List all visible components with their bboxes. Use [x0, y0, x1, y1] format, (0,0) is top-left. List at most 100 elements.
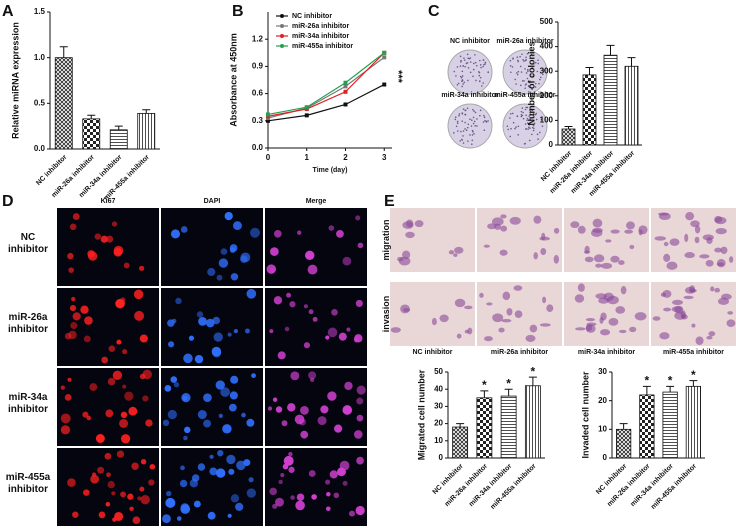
error-bar [142, 109, 151, 114]
colony [474, 61, 477, 64]
cell [574, 294, 585, 303]
error-bar [480, 390, 489, 398]
cell [514, 310, 523, 318]
colony [462, 83, 464, 85]
nucleus [94, 233, 102, 240]
nucleus [228, 403, 237, 412]
nucleus [308, 309, 314, 315]
cell [500, 214, 507, 219]
colony [472, 116, 475, 119]
cell [634, 312, 647, 321]
nucleus [357, 242, 364, 249]
point [343, 102, 348, 107]
nucleus [180, 503, 190, 512]
nucleus [283, 455, 294, 466]
legend-marker [280, 44, 284, 48]
nucleus [123, 262, 130, 269]
point [343, 84, 348, 89]
colony [461, 80, 463, 83]
nucleus [229, 391, 238, 400]
colony [458, 114, 460, 117]
y-tick-label: 100 [540, 116, 554, 125]
y-tick-label: 0.5 [34, 98, 46, 107]
cell [654, 236, 667, 241]
nucleus [233, 329, 239, 334]
nucleus [170, 229, 181, 239]
cell [652, 316, 661, 321]
colony [472, 62, 475, 65]
nucleus [325, 335, 330, 340]
colony [509, 64, 512, 67]
nucleus [320, 405, 329, 414]
nucleus [70, 322, 78, 330]
colony [528, 139, 531, 142]
cell [715, 228, 727, 235]
y-axis-label: Migrated cell number [416, 369, 426, 460]
nucleus [173, 381, 180, 388]
error-bar [114, 125, 123, 130]
colony [516, 115, 519, 118]
cell [539, 323, 551, 327]
colony [471, 143, 473, 145]
nucleus [107, 377, 116, 386]
cell [615, 306, 626, 314]
nucleus [317, 416, 327, 426]
colony [476, 125, 478, 127]
nucleus [167, 409, 177, 420]
cell [402, 221, 414, 229]
nucleus [325, 506, 331, 512]
significance: * [506, 376, 511, 390]
nucleus [233, 221, 242, 231]
nucleus [139, 486, 145, 492]
nucleus [227, 513, 232, 518]
colony [455, 75, 457, 77]
colony [525, 56, 527, 59]
colony [528, 115, 530, 117]
nucleus [198, 316, 207, 326]
cell [502, 291, 511, 301]
nucleus [215, 468, 226, 478]
y-tick-label: 0.6 [252, 89, 264, 98]
nucleus [338, 332, 347, 341]
cell [500, 225, 508, 232]
nucleus [84, 316, 93, 325]
colony [533, 127, 535, 130]
nucleus [194, 354, 204, 364]
cell [681, 314, 688, 320]
error-bar [642, 385, 651, 395]
cell [714, 247, 722, 253]
micrograph [265, 208, 367, 286]
colony [520, 71, 523, 73]
cell [663, 253, 671, 263]
legend-marker [280, 34, 284, 38]
x-tick-label: miR-34a inhibitor [468, 463, 514, 509]
point [266, 112, 270, 117]
nucleus [288, 466, 295, 473]
cell [501, 318, 512, 323]
nucleus [133, 289, 144, 300]
x-tick-label: miR-34a inhibitor [629, 463, 675, 509]
significance: * [668, 374, 673, 388]
micrograph [390, 282, 475, 346]
nucleus [116, 339, 122, 345]
nucleus [108, 345, 116, 352]
nucleus [211, 346, 222, 357]
nucleus [124, 391, 134, 401]
colony [471, 134, 474, 136]
nucleus [269, 329, 274, 334]
colony [522, 111, 524, 114]
nucleus [355, 505, 365, 516]
nucleus [272, 503, 278, 509]
colony [472, 108, 474, 111]
nucleus [137, 496, 142, 501]
colony [524, 68, 526, 70]
colony [539, 131, 541, 134]
nucleus [145, 419, 153, 427]
significance: * [645, 374, 650, 388]
colony [524, 59, 527, 62]
nucleus [277, 351, 286, 360]
colony [517, 60, 520, 63]
nucleus [119, 418, 129, 428]
error-bar [585, 67, 594, 75]
nucleus [295, 500, 305, 511]
